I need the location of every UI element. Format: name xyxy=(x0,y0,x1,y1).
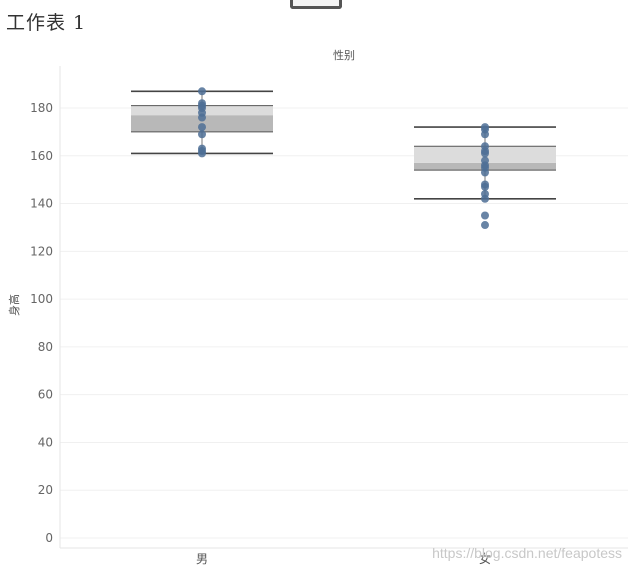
y-tick-labels: 0 20 40 60 80 100 120 140 160 180 xyxy=(30,101,53,545)
y-tick-label: 20 xyxy=(38,483,53,497)
category-label: 女 xyxy=(479,551,491,566)
category-labels: 男女 xyxy=(196,551,491,566)
data-point[interactable] xyxy=(481,123,489,132)
y-axis-title: 身高 xyxy=(7,294,21,316)
box-series xyxy=(131,87,556,230)
watermark-text: https://blog.csdn.net/feapotess xyxy=(432,545,622,561)
data-point[interactable] xyxy=(198,123,206,132)
data-point[interactable] xyxy=(481,211,489,220)
data-point[interactable] xyxy=(198,87,206,96)
data-point[interactable] xyxy=(198,130,206,139)
data-point[interactable] xyxy=(198,144,206,153)
data-point[interactable] xyxy=(481,221,489,230)
data-point[interactable] xyxy=(481,142,489,151)
y-tick-label: 80 xyxy=(38,340,53,354)
column-header: 性别 xyxy=(333,48,355,62)
y-tick-label: 180 xyxy=(30,101,53,115)
sheet-title: 工作表 1 xyxy=(6,12,87,34)
grid-lines xyxy=(60,107,628,539)
data-point[interactable] xyxy=(481,156,489,165)
toolbar-handle[interactable] xyxy=(290,0,342,9)
category-label: 男 xyxy=(196,552,208,566)
y-tick-label: 140 xyxy=(30,197,53,211)
data-point[interactable] xyxy=(481,190,489,198)
y-tick-label: 160 xyxy=(30,149,53,163)
y-tick-label: 120 xyxy=(30,244,53,258)
data-point[interactable] xyxy=(481,180,489,189)
y-tick-label: 60 xyxy=(38,388,53,402)
y-tick-label: 100 xyxy=(30,292,53,306)
data-point[interactable] xyxy=(198,99,206,108)
y-tick-label: 40 xyxy=(38,435,53,449)
box-female xyxy=(414,123,556,230)
box-male xyxy=(131,87,273,158)
y-tick-label: 0 xyxy=(45,531,53,545)
